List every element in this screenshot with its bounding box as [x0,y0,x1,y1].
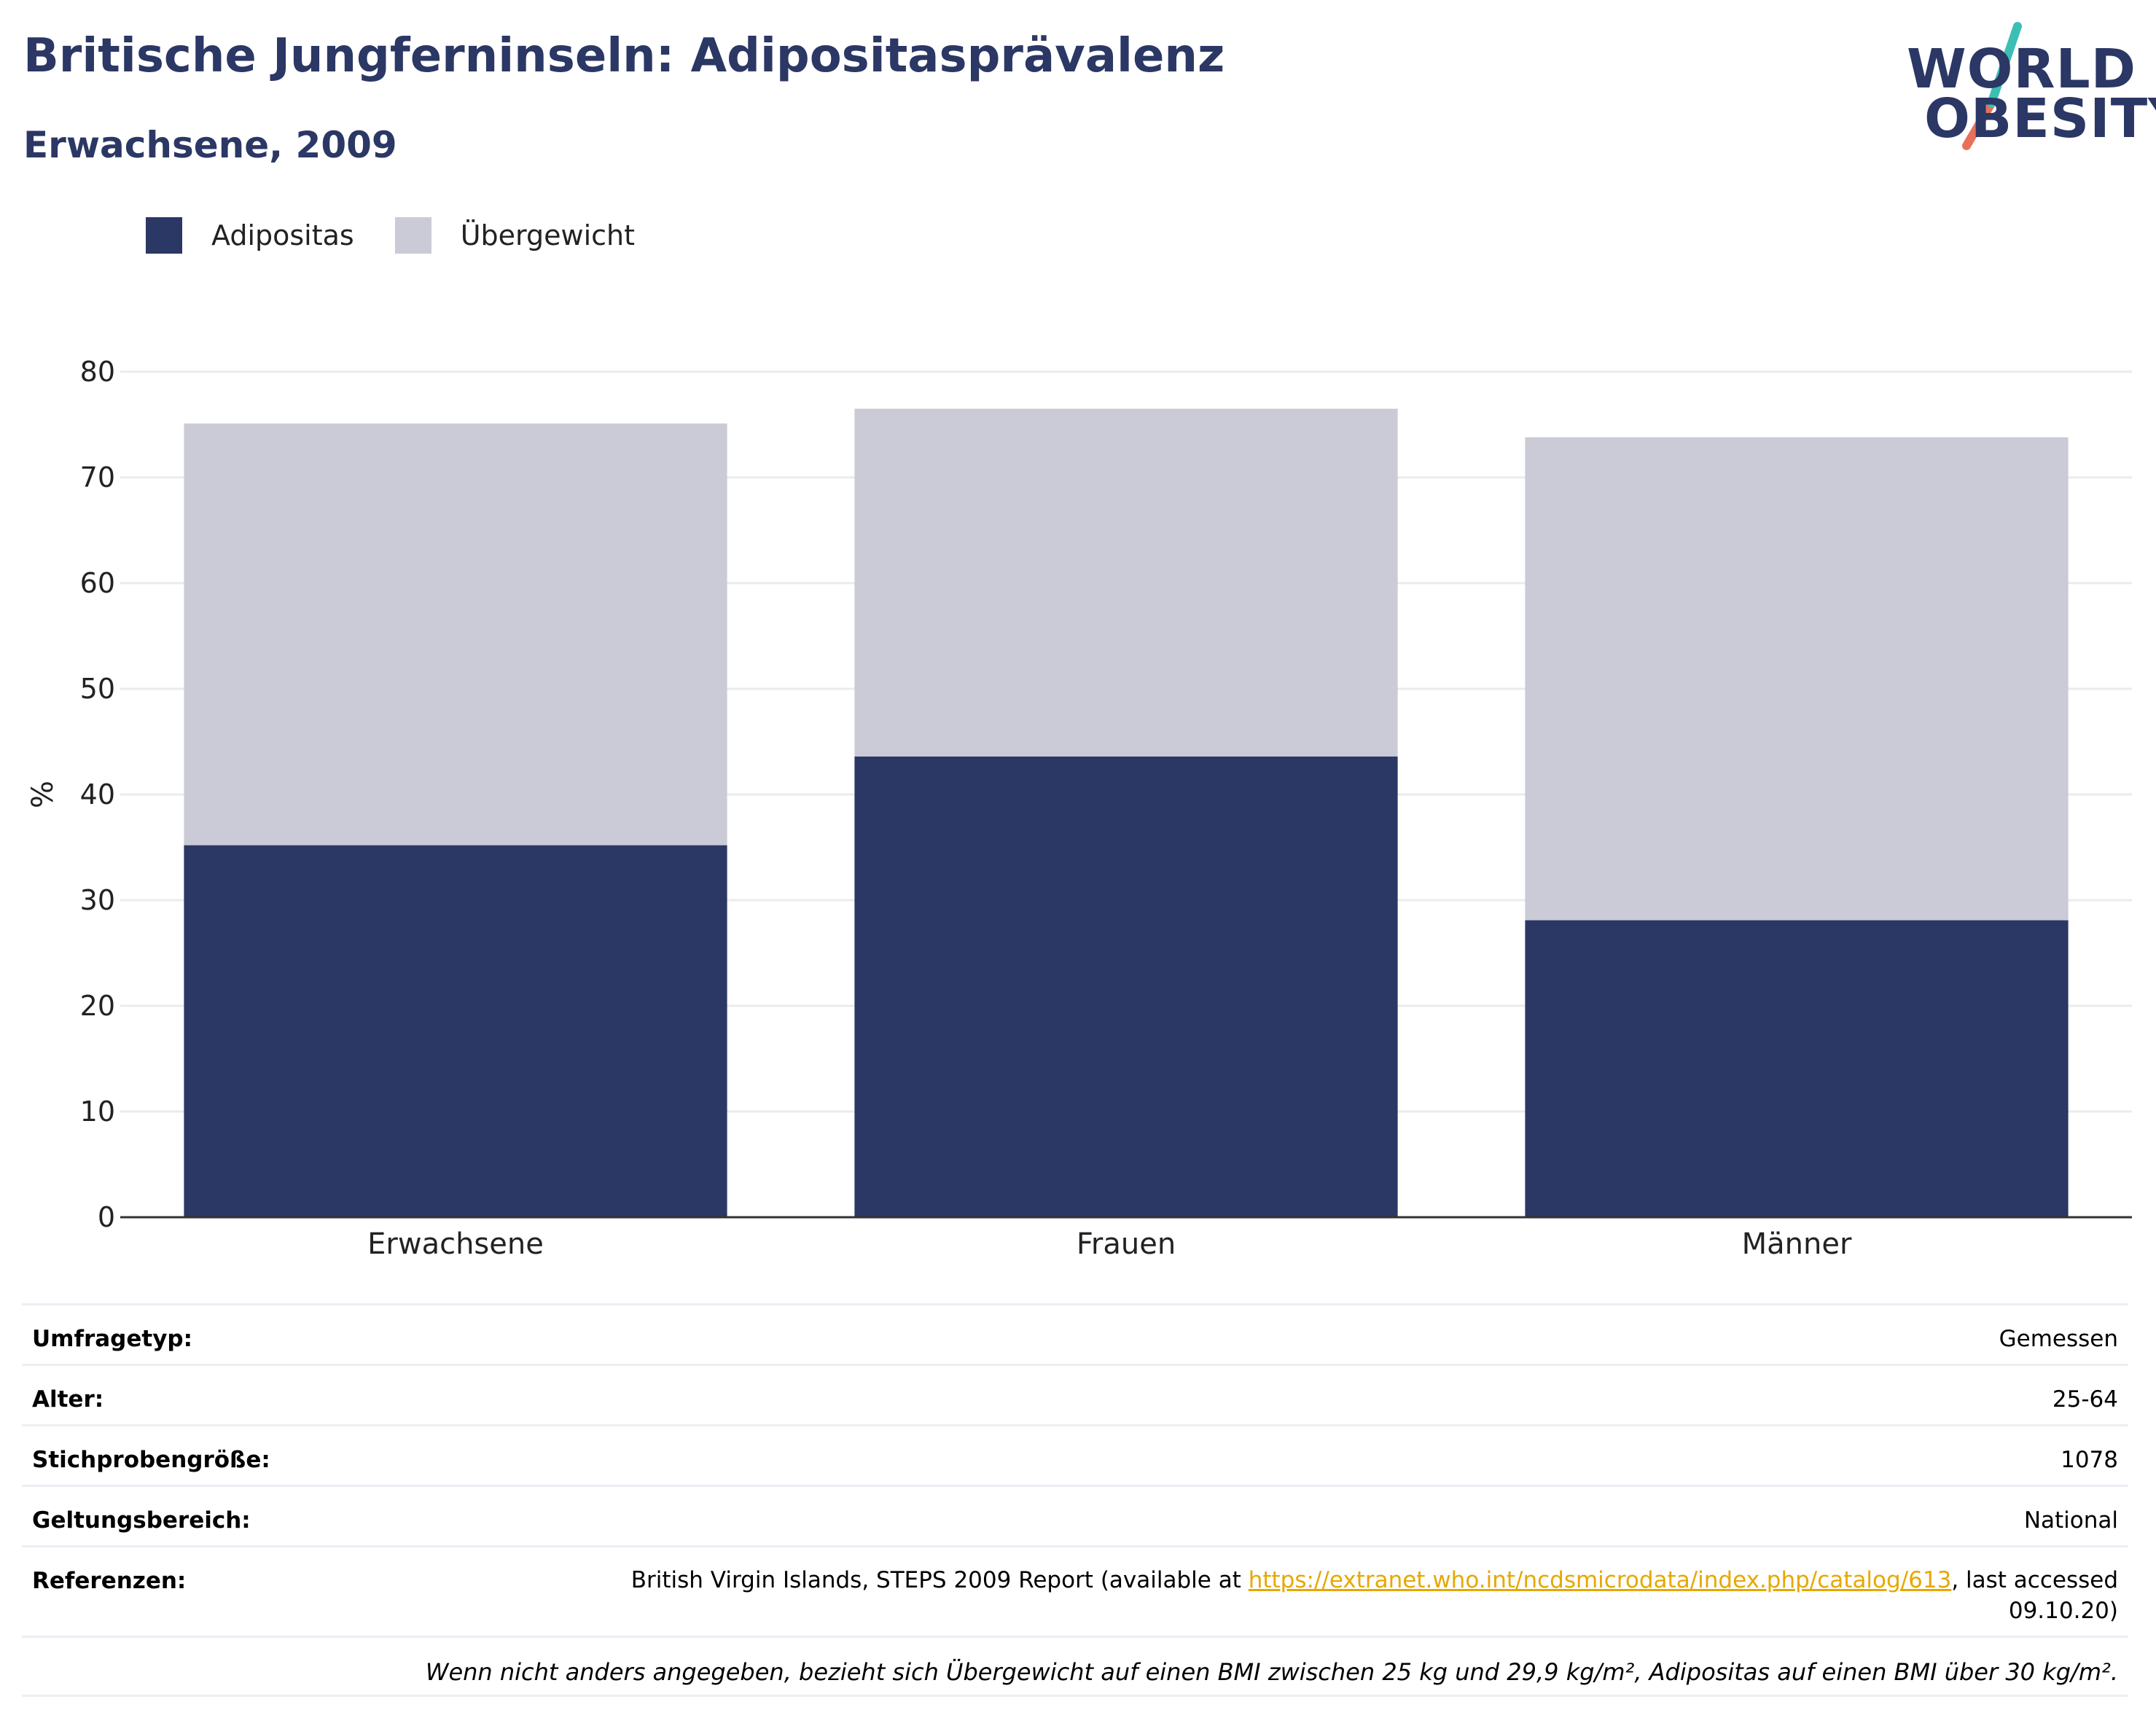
x-tick-label: Frauen [1077,1227,1176,1261]
reference-text: British Virgin Islands, STEPS 2009 Repor… [631,1565,2118,1626]
y-tick-label: 30 [80,884,115,916]
reference-after: , last accessed [1951,1567,2118,1593]
info-value: National [2023,1507,2118,1534]
bar-uebergewicht [1525,437,2069,921]
legend-item-uebergewicht[interactable]: Übergewicht [394,217,635,254]
y-tick-label: 60 [80,567,115,599]
info-row-references: Referenzen: British Virgin Islands, STEP… [22,1545,2128,1636]
legend-label-uebergewicht: Übergewicht [460,219,635,251]
page-title: Britische Jungferninseln: Adipositaspräv… [23,29,1225,83]
y-tick-label: 40 [80,778,115,811]
info-row-sample-size: Stichprobengröße: 1078 [22,1424,2128,1485]
page-subtitle: Erwachsene, 2009 [23,124,397,166]
info-key: Geltungsbereich: [32,1507,251,1534]
y-tick-label: 20 [80,990,115,1022]
bar-adipositas [184,845,727,1217]
bar-uebergewicht [854,408,1398,757]
legend-swatch-adipositas [146,217,182,254]
info-key: Umfragetyp: [32,1326,192,1352]
legend-swatch-uebergewicht [394,217,431,254]
y-tick-label: 50 [80,673,115,705]
info-value: 1078 [2061,1447,2118,1473]
info-value: Gemessen [1999,1326,2118,1352]
x-tick-label: Erwachsene [367,1227,544,1261]
reference-link[interactable]: https://extranet.who.int/ncdsmicrodata/i… [1248,1567,1952,1593]
logo-line-2: OBESITY [1924,87,2156,150]
y-tick-label: 70 [80,461,115,493]
y-tick-label: 0 [98,1201,115,1233]
x-tick-label: Männer [1742,1227,1852,1261]
info-row-scope: Geltungsbereich: National [22,1485,2128,1545]
world-obesity-logo: WORLD OBESITY [1895,22,2156,153]
info-value: 25-64 [2052,1386,2118,1413]
chart-legend: Adipositas Übergewicht [146,217,676,254]
info-table: Umfragetyp: Gemessen Alter: 25-64 Stichp… [22,1303,2128,1697]
logo-slash-icon [1962,22,2022,150]
y-tick-label: 10 [80,1096,115,1128]
legend-item-adipositas[interactable]: Adipositas [146,217,354,254]
legend-label-adipositas: Adipositas [211,219,354,251]
y-tick-label: 80 [80,356,115,388]
info-row-survey-type: Umfragetyp: Gemessen [22,1303,2128,1364]
bar-adipositas [854,756,1398,1217]
info-row-age: Alter: 25-64 [22,1364,2128,1424]
info-key: Referenzen: [32,1568,187,1594]
bar-chart: 0 10 20 30 40 50 60 70 80% Erwachsene Frauen Männer [26,356,2132,1261]
logo-line-1: WORLD [1907,38,2137,101]
y-axis-label: % [26,781,60,808]
bar-uebergewicht [184,423,727,845]
bar-adipositas [1525,920,2069,1217]
info-note: Wenn nicht anders angegeben, bezieht sic… [22,1636,2128,1697]
reference-before: British Virgin Islands, STEPS 2009 Repor… [630,1567,1249,1593]
info-key: Alter: [32,1386,104,1413]
note-text: Wenn nicht anders angegeben, bezieht sic… [425,1658,2118,1686]
reference-date: 09.10.20) [2008,1598,2118,1624]
info-key: Stichprobengröße: [32,1447,270,1473]
